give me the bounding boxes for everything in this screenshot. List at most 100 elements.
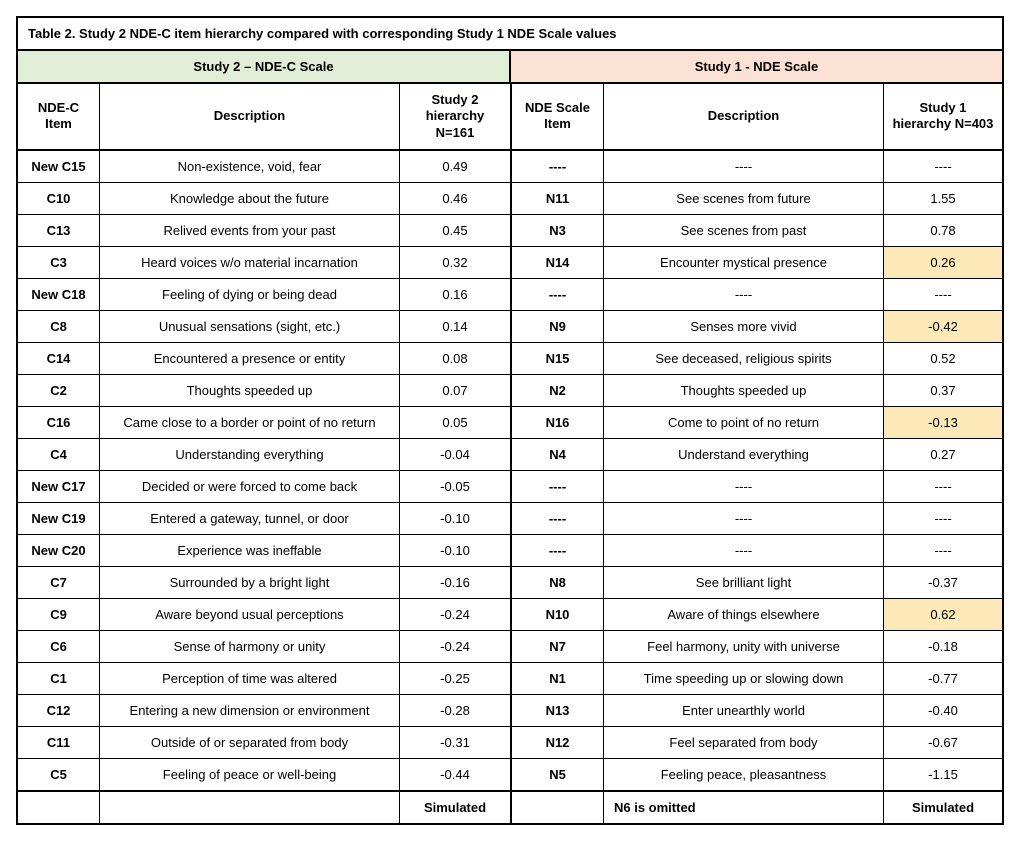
cell-c3: -0.10 — [400, 503, 512, 534]
table-row: C2Thoughts speeded up0.07N2Thoughts spee… — [18, 375, 1002, 407]
table-row: C6Sense of harmony or unity-0.24N7Feel h… — [18, 631, 1002, 663]
cell-c6: -0.40 — [884, 695, 1002, 726]
comparison-table: Table 2. Study 2 NDE-C item hierarchy co… — [16, 16, 1004, 825]
cell-c6: ---- — [884, 535, 1002, 566]
table-row: New C18Feeling of dying or being dead0.1… — [18, 279, 1002, 311]
cell-c5: See scenes from past — [604, 215, 884, 246]
cell-c6: -0.77 — [884, 663, 1002, 694]
cell-c4: N13 — [512, 695, 604, 726]
cell-c3: 0.45 — [400, 215, 512, 246]
cell-c4: N4 — [512, 439, 604, 470]
cell-c4: N5 — [512, 759, 604, 790]
cell-c3: -0.44 — [400, 759, 512, 790]
cell-c3: 0.14 — [400, 311, 512, 342]
table-row: New C15Non-existence, void, fear0.49----… — [18, 151, 1002, 183]
cell-c4: N16 — [512, 407, 604, 438]
cell-c6: 0.78 — [884, 215, 1002, 246]
cell-c1: C16 — [18, 407, 100, 438]
cell-c2: Thoughts speeded up — [100, 375, 400, 406]
cell-c2: Knowledge about the future — [100, 183, 400, 214]
table-row: New C20Experience was ineffable-0.10----… — [18, 535, 1002, 567]
cell-c1: New C19 — [18, 503, 100, 534]
table-row: New C17Decided or were forced to come ba… — [18, 471, 1002, 503]
table-row: C9Aware beyond usual perceptions-0.24N10… — [18, 599, 1002, 631]
cell-c3: -0.28 — [400, 695, 512, 726]
footer-c4 — [512, 792, 604, 823]
cell-c4: N9 — [512, 311, 604, 342]
cell-c4: ---- — [512, 503, 604, 534]
cell-c3: -0.10 — [400, 535, 512, 566]
cell-c6: 0.27 — [884, 439, 1002, 470]
cell-c6: -0.42 — [884, 311, 1002, 342]
cell-c5: ---- — [604, 279, 884, 310]
cell-c2: Entered a gateway, tunnel, or door — [100, 503, 400, 534]
cell-c1: New C17 — [18, 471, 100, 502]
footer-c1 — [18, 792, 100, 823]
table-row: C3Heard voices w/o material incarnation0… — [18, 247, 1002, 279]
cell-c4: N8 — [512, 567, 604, 598]
cell-c5: See brilliant light — [604, 567, 884, 598]
cell-c6: -0.13 — [884, 407, 1002, 438]
cell-c1: C2 — [18, 375, 100, 406]
cell-c5: ---- — [604, 503, 884, 534]
cell-c4: N1 — [512, 663, 604, 694]
cell-c3: -0.05 — [400, 471, 512, 502]
cell-c2: Unusual sensations (sight, etc.) — [100, 311, 400, 342]
cell-c2: Feeling of dying or being dead — [100, 279, 400, 310]
cell-c3: 0.49 — [400, 151, 512, 182]
cell-c3: -0.25 — [400, 663, 512, 694]
cell-c1: C4 — [18, 439, 100, 470]
cell-c6: 0.37 — [884, 375, 1002, 406]
cell-c4: N11 — [512, 183, 604, 214]
cell-c2: Surrounded by a bright light — [100, 567, 400, 598]
cell-c4: ---- — [512, 535, 604, 566]
cell-c2: Outside of or separated from body — [100, 727, 400, 758]
group-header-right: Study 1 - NDE Scale — [511, 51, 1002, 82]
cell-c1: C8 — [18, 311, 100, 342]
table-row: C10Knowledge about the future0.46N11See … — [18, 183, 1002, 215]
cell-c5: ---- — [604, 535, 884, 566]
cell-c3: -0.24 — [400, 599, 512, 630]
cell-c6: 0.52 — [884, 343, 1002, 374]
cell-c6: ---- — [884, 279, 1002, 310]
table-row: C14Encountered a presence or entity0.08N… — [18, 343, 1002, 375]
col-header-study2-val: Study 2 hierarchy N=161 — [400, 84, 512, 149]
column-header-row: NDE-C Item Description Study 2 hierarchy… — [18, 84, 1002, 151]
cell-c1: C9 — [18, 599, 100, 630]
table-row: C12Entering a new dimension or environme… — [18, 695, 1002, 727]
footer-c3: Simulated — [400, 792, 512, 823]
cell-c5: Thoughts speeded up — [604, 375, 884, 406]
table-row: C13Relived events from your past0.45N3Se… — [18, 215, 1002, 247]
cell-c1: New C18 — [18, 279, 100, 310]
cell-c6: -0.67 — [884, 727, 1002, 758]
cell-c5: See deceased, religious spirits — [604, 343, 884, 374]
col-header-ndec-item: NDE-C Item — [18, 84, 100, 149]
cell-c6: -0.37 — [884, 567, 1002, 598]
table-row: C8Unusual sensations (sight, etc.)0.14N9… — [18, 311, 1002, 343]
cell-c5: Understand everything — [604, 439, 884, 470]
cell-c5: Senses more vivid — [604, 311, 884, 342]
cell-c2: Came close to a border or point of no re… — [100, 407, 400, 438]
cell-c1: C5 — [18, 759, 100, 790]
cell-c3: 0.46 — [400, 183, 512, 214]
cell-c2: Sense of harmony or unity — [100, 631, 400, 662]
cell-c4: ---- — [512, 471, 604, 502]
cell-c4: N10 — [512, 599, 604, 630]
cell-c5: ---- — [604, 151, 884, 182]
cell-c6: -0.18 — [884, 631, 1002, 662]
cell-c4: N3 — [512, 215, 604, 246]
cell-c4: N2 — [512, 375, 604, 406]
cell-c2: Entering a new dimension or environment — [100, 695, 400, 726]
cell-c2: Experience was ineffable — [100, 535, 400, 566]
cell-c5: ---- — [604, 471, 884, 502]
cell-c6: -1.15 — [884, 759, 1002, 790]
col-header-nde-desc: Description — [604, 84, 884, 149]
cell-c2: Decided or were forced to come back — [100, 471, 400, 502]
col-header-study1-val: Study 1 hierarchy N=403 — [884, 84, 1002, 149]
cell-c5: Feel separated from body — [604, 727, 884, 758]
cell-c6: 0.26 — [884, 247, 1002, 278]
cell-c1: C3 — [18, 247, 100, 278]
cell-c2: Feeling of peace or well-being — [100, 759, 400, 790]
table-row: C16Came close to a border or point of no… — [18, 407, 1002, 439]
cell-c6: ---- — [884, 503, 1002, 534]
